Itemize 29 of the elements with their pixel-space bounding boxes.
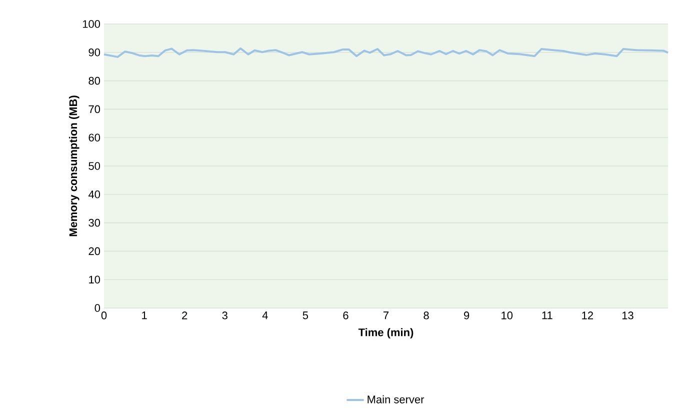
y-tick-label: 60 (88, 134, 100, 142)
y-tick-label: 70 (88, 105, 100, 114)
x-tick-label: 12 (582, 312, 593, 320)
x-tick-label: 2 (182, 312, 188, 320)
x-tick-label: 6 (343, 312, 348, 320)
x-tick-label: 4 (262, 312, 268, 320)
legend-label: Main server (368, 395, 424, 404)
x-axis-title: Time (min) (358, 328, 414, 338)
y-tick-label: 90 (88, 48, 100, 56)
y-tick-label: 20 (88, 247, 100, 256)
x-tick-label: 3 (222, 312, 228, 320)
y-tick-label: 80 (88, 76, 100, 85)
y-tick-label: 100 (82, 20, 100, 28)
x-tick-label: 9 (464, 312, 470, 320)
x-tick-label: 13 (622, 312, 634, 320)
x-tick-label: 1 (142, 312, 147, 320)
x-tick-label: 11 (542, 312, 552, 320)
y-tick-label: 50 (88, 162, 100, 170)
x-tick-label: 0 (101, 312, 107, 320)
x-tick-label: 10 (502, 312, 513, 320)
x-tick-label: 8 (424, 312, 429, 320)
y-axis-title: Memory consumption (MB) (69, 96, 80, 236)
x-tick-label: 7 (384, 312, 389, 320)
y-tick-label: 10 (89, 276, 100, 284)
y-tick-label: 30 (88, 218, 100, 227)
y-tick-label: 0 (94, 304, 100, 312)
x-tick-label: 5 (302, 312, 308, 320)
y-tick-label: 40 (88, 190, 100, 198)
line-series (103, 47, 669, 58)
